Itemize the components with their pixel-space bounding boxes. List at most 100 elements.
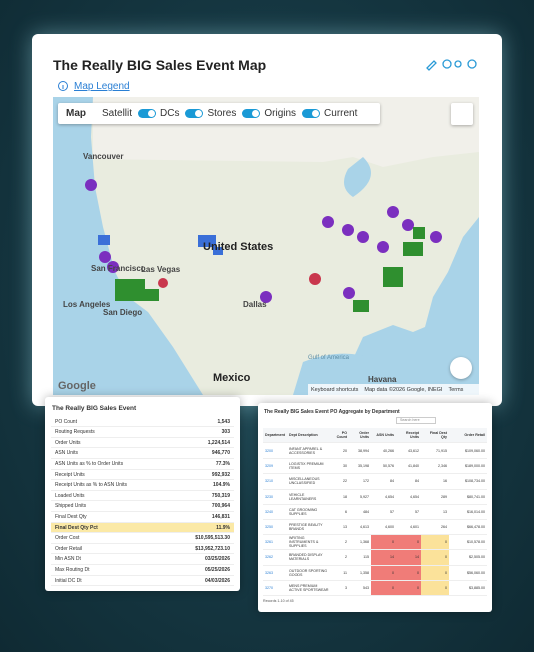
table-cell: INFANT APPAREL & ACCESSORIES — [289, 447, 323, 456]
table-cell: 0 — [371, 565, 396, 580]
kpi-row: Initial DC Dt 04/03/2026 — [51, 576, 234, 587]
table-cell: $16,014.00 — [467, 509, 485, 514]
kpi-row: Routing Requests 303 — [51, 428, 234, 438]
kpi-row: Final Dest Qty 146,831 — [51, 512, 234, 523]
kpi-label: PO Count — [55, 418, 77, 425]
table-cell: 2 — [345, 555, 347, 560]
table-cell: PRESTIGE BEAUTY BRANDS — [289, 523, 323, 532]
map-tab[interactable]: Map — [66, 108, 86, 119]
toolbar-icons[interactable] — [425, 57, 481, 71]
table-cell: MISCELLANEOUS UNCLASSIFIED — [289, 477, 320, 486]
table-cell: 41,840 — [408, 464, 419, 469]
table-cell: 3209 — [265, 464, 273, 469]
column-header: ASN Units — [376, 433, 394, 437]
table-cell: 14 — [371, 550, 396, 565]
layer-toggle[interactable]: Stores — [185, 108, 236, 119]
kpi-label: Order Retail — [55, 545, 82, 552]
kpi-row: Min ASN Dt 03/25/2026 — [51, 555, 234, 566]
map-attribution: Keyboard shortcuts Map data ©2026 Google,… — [308, 384, 479, 395]
table-row: 3250 PRESTIGE BEAUTY BRANDS 13 4,613 4,600 4,… — [263, 520, 487, 536]
table-row: 3263 OUTDOOR SPORTING GOODS 11 1,358 0 0 0 $56,… — [263, 565, 487, 581]
locate-button[interactable] — [450, 357, 472, 379]
kpi-row: PO Count 1,543 — [51, 417, 234, 428]
kpi-value: 104.9% — [213, 482, 230, 489]
map-label: Gulf of America — [308, 355, 350, 361]
map-legend[interactable]: Map Legend — [74, 81, 130, 92]
table-cell: 13 — [343, 525, 347, 530]
kpi-label: Order Cost — [55, 535, 80, 542]
table-cell: $56,060.00 — [467, 570, 485, 575]
map-label: Havana — [368, 375, 397, 384]
table-cell: 484 — [363, 509, 369, 514]
switch — [242, 109, 261, 118]
table-cell: 4,601 — [410, 525, 419, 530]
table-row: 3262 BRANDED DISPLAY MATERIALS 2 115 14 14 0 $2… — [263, 550, 487, 566]
info-icon — [58, 81, 68, 91]
kpi-row: Receipt Units as % to ASN Units 104.9% — [51, 481, 234, 491]
kpi-row: Receipt Units 992,932 — [51, 470, 234, 481]
map[interactable]: Vancouver United States San Francisco Las V… — [53, 97, 479, 395]
kpi-row: Loaded Units 750,319 — [51, 491, 234, 502]
table-cell: 14 — [396, 550, 421, 565]
table-row: 3261 WRITING INSTRUMENTS & SUPPLIES 2 1,368… — [263, 535, 487, 551]
kpi-value: 700,964 — [211, 503, 230, 510]
kpi-row: ASN Units 946,770 — [51, 449, 234, 460]
map-label: San Diego — [103, 308, 142, 317]
table-cell: 3200 — [265, 449, 273, 454]
attribution-text: Map data ©2026 Google, INEGI — [364, 386, 443, 393]
kpi-row: Shipped Units 700,964 — [51, 502, 234, 513]
fullscreen-button[interactable] — [451, 103, 473, 125]
column-header: Dept Description — [289, 433, 318, 437]
table-cell: 38,994 — [358, 449, 369, 454]
kpi-row: Order Retail $13,952,723.10 — [51, 544, 234, 555]
layer-toggle[interactable]: DCs — [138, 108, 179, 119]
table-cell: 43,612 — [408, 449, 419, 454]
table-cell: 4,613 — [360, 525, 369, 530]
table-row: 3209 LOGISTIX PREMIUM ITEMS 30 35,198 50,576… — [263, 459, 487, 475]
google-logo: Google — [58, 380, 96, 392]
kpi-label: Final Dest Qty Pct — [55, 524, 98, 531]
table-cell: 3262 — [265, 555, 273, 560]
table-row: 3230 VEHICLE LEARNTAINERS 18 5,927 4,654 4,65… — [263, 490, 487, 505]
table-cell: 0 — [396, 580, 421, 595]
map-label: Dallas — [243, 300, 267, 309]
layer-toggle[interactable]: Current — [302, 108, 357, 119]
kpi-value: $13,952,723.10 — [195, 545, 230, 552]
toggle-label: Stores — [207, 108, 237, 119]
kpi-label: ASN Units — [55, 450, 79, 457]
table-cell: 20 — [343, 449, 347, 454]
satellite-tab[interactable]: Satellite — [102, 108, 132, 119]
table-cell: 0 — [421, 565, 449, 580]
table-cell: 289 — [441, 494, 447, 499]
table-cell: 3250 — [265, 525, 273, 530]
column-header: Department — [265, 433, 285, 437]
kpi-card: The Really BIG Sales Event PO Count 1,543… — [45, 397, 240, 591]
table-cell: 16 — [443, 479, 447, 484]
table-cell: $2,505.00 — [469, 555, 485, 560]
table-cell: 543 — [363, 585, 369, 590]
kpi-value: 77.3% — [215, 461, 230, 468]
layer-toggle[interactable]: Origins — [242, 108, 296, 119]
map-label: San Francisco — [91, 264, 146, 273]
column-header: PO Count — [336, 431, 347, 439]
table-cell: $109,060.00 — [465, 449, 485, 454]
map-label: Las Vegas — [141, 265, 181, 274]
table-cell: 18 — [343, 494, 347, 499]
table-cell: 84 — [415, 479, 419, 484]
table-cell: MENS PREMIUM ACTIVE SPORTSWEAR — [289, 583, 329, 592]
search-box[interactable]: Search here — [396, 417, 436, 424]
column-header: Order Units — [359, 431, 369, 439]
table-cell: 0 — [396, 565, 421, 580]
table-header: Department Dept Description PO Count Order … — [263, 428, 487, 443]
table-cell: 264 — [441, 525, 447, 530]
table-row: 3240 CAT GROOMING SUPPLIES 6 484 57 57 13 $16,0… — [263, 505, 487, 520]
table-cell: 0 — [396, 535, 421, 550]
kpi-value: 992,932 — [211, 471, 230, 478]
table-cell: 115 — [363, 555, 369, 560]
table-row: 3270 MENS PREMIUM ACTIVE SPORTSWEAR 3 543 0 0… — [263, 580, 487, 596]
kpi-row: Order Cost $10,595,513.30 — [51, 534, 234, 544]
table-cell: WRITING INSTRUMENTS & SUPPLIES — [289, 536, 319, 549]
kpi-label: Receipt Units — [55, 471, 85, 478]
